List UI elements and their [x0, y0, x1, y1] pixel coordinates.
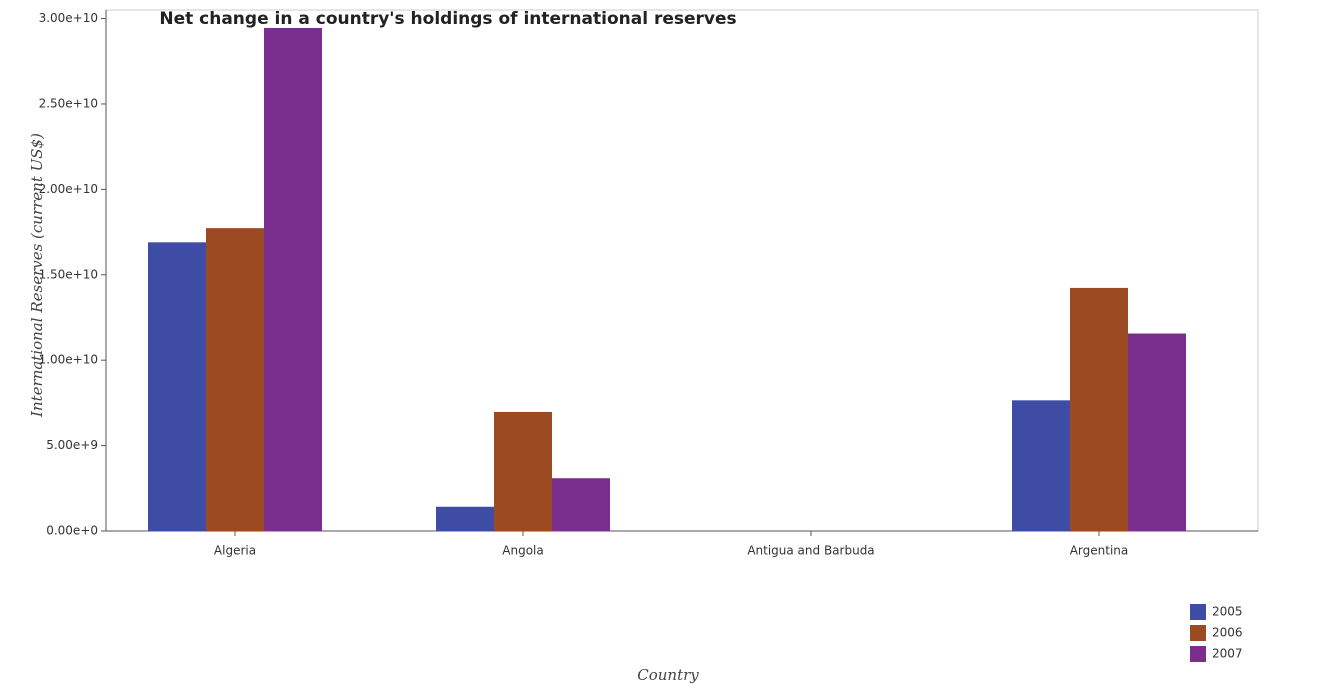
y-axis-label: International Reserves (current US$)	[28, 133, 46, 418]
x-tick-label: Angola	[502, 544, 543, 558]
legend-label: 2006	[1212, 626, 1243, 640]
bar	[264, 27, 322, 531]
legend-swatch	[1190, 646, 1206, 662]
legend-label: 2005	[1212, 605, 1243, 619]
y-tick-label: 1.50e+10	[39, 267, 98, 281]
bar	[1012, 400, 1070, 531]
y-tick-label: 1.00e+10	[39, 353, 98, 367]
bar	[494, 411, 552, 531]
bar	[436, 506, 494, 531]
y-tick-label: 5.00e+9	[46, 438, 98, 452]
y-tick-label: 0.00e+0	[46, 524, 98, 538]
y-tick-label: 2.00e+10	[39, 182, 98, 196]
legend-label: 2007	[1212, 647, 1243, 661]
bar	[552, 478, 610, 531]
legend-swatch	[1190, 604, 1206, 620]
bar	[1070, 287, 1128, 531]
bar	[148, 242, 206, 531]
x-tick-label: Algeria	[214, 544, 256, 558]
x-axis-label: Country	[637, 666, 699, 684]
legend-swatch	[1190, 625, 1206, 641]
y-tick-label: 2.50e+10	[39, 96, 98, 110]
x-tick-label: Antigua and Barbuda	[747, 544, 874, 558]
y-tick-label: 3.00e+10	[39, 11, 98, 25]
x-tick-label: Argentina	[1070, 544, 1129, 558]
bar	[1128, 333, 1186, 531]
chart-title: Net change in a country's holdings of in…	[159, 9, 736, 29]
bar	[206, 228, 264, 531]
